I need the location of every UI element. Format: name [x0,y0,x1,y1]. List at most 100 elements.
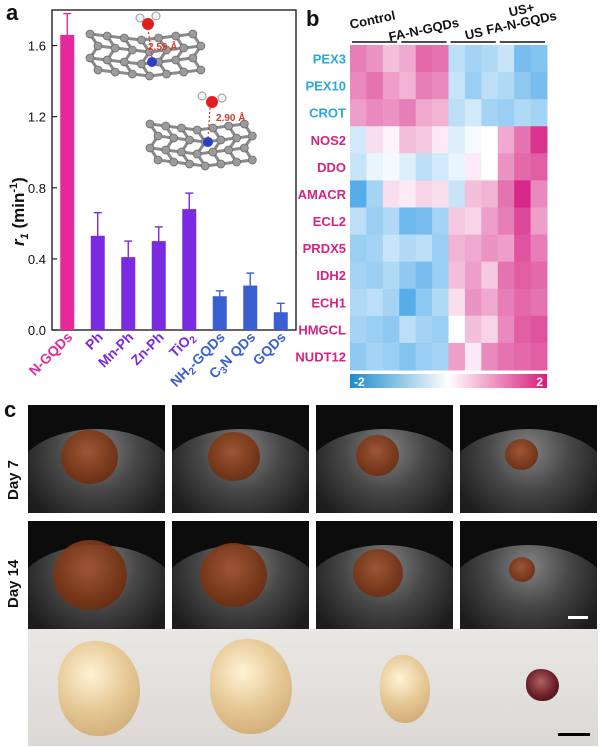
y-tick-label: 0.4 [28,252,46,267]
heatmap-cell [448,153,466,181]
heatmap-cell [366,153,384,181]
x-tick-label: Zn-Ph [128,329,167,368]
column-group-label: FA-N-GQDs [387,15,460,45]
heatmap-cell [464,153,482,181]
ultrasound-scale-bar [568,616,588,619]
heatmap-cell [448,72,466,100]
heatmap-cell [448,99,466,127]
heatmap-cell [481,126,499,154]
heatmap-cell [497,45,515,73]
heatmap-cell [366,315,384,344]
x-tick-label: Ph [82,329,106,353]
photo-scale-bar [558,733,590,736]
heatmap-cell [530,342,548,371]
heatmap-cell [350,261,367,290]
heatmap-row-label: IDH2 [316,268,346,283]
heatmap-cell [366,342,384,371]
column-group-label: US+ [507,0,536,20]
panel-label-a: a [6,0,19,25]
heatmap-cell [530,261,548,290]
heatmap-cell [366,99,384,127]
heatmap-cell [382,234,400,263]
heatmap-cell [350,99,367,127]
heatmap-cell [399,45,417,73]
ultrasound-image [28,405,165,513]
heatmap-cell [432,153,449,181]
heatmap-cell [514,234,532,263]
heatmap-cell [464,342,482,371]
heatmap-row-label: HMGCL [298,322,346,337]
heatmap-cell [415,126,433,154]
heatmap-cell [448,288,466,317]
heatmap-cell [399,261,417,290]
y-tick-label: 1.6 [28,39,46,54]
heatmap-cell [530,72,548,100]
heatmap-cell [530,99,548,127]
heatmap-cell [399,153,417,181]
heatmap-cell [464,207,482,236]
heatmap-row-label: NOS2 [311,133,346,148]
heatmap-cell [514,288,532,317]
heatmap-cell [415,153,433,181]
heatmap-cell [481,99,499,127]
y-tick-label: 0.8 [28,181,46,196]
heatmap-cell [481,234,499,263]
heatmap-cell [497,207,515,236]
heatmap-cell [399,288,417,317]
molecule-illustration-1 [85,11,206,81]
heatmap-cell [530,315,548,344]
panel-label-c: c [4,397,17,422]
heatmap-cell [415,288,433,317]
tumor-specimen-control [58,641,140,736]
heatmap-cell [399,180,417,208]
heatmap-cell [415,72,433,100]
y-tick-label: 0.0 [28,323,46,338]
heatmap-cell [382,315,400,344]
heatmap-cell [448,234,466,263]
heatmap-cell [382,72,400,100]
heatmap-cell [432,72,449,100]
heatmap-cell [350,234,367,263]
heatmap-cell [415,315,433,344]
tumor-region [356,435,399,476]
heatmap-cell [432,99,449,127]
heatmap-cell [415,99,433,127]
heatmap-cell [399,99,417,127]
heatmap-cell [350,72,367,100]
heatmap-cell [415,45,433,73]
heatmap-row-label: PEX10 [306,79,346,94]
heatmap-cell [415,342,433,371]
heatmap-cell [497,72,515,100]
heatmap-cell [350,342,367,371]
heatmap-cell [514,99,532,127]
heatmap-cell [366,207,384,236]
heatmap-row-label: PEX3 [313,52,346,67]
heatmap-cell [530,180,548,208]
heatmap-cell [497,261,515,290]
bar-n-gqds [60,34,75,331]
bar-mn-ph [121,257,136,330]
heatmap-cell [399,234,417,263]
colorbar-max-label: 2 [536,375,543,389]
heatmap-cell [350,180,367,208]
ultrasound-image [316,521,453,629]
heatmap-cell [382,153,400,181]
heatmap-cell [497,180,515,208]
colorbar [350,374,547,388]
plot-frame [51,9,297,331]
heatmap-cell [382,342,400,371]
heatmap-cell [481,153,499,181]
heatmap-cell [399,126,417,154]
ultrasound-image [28,521,165,629]
heatmap-cell [415,234,433,263]
ultrasound-image [172,521,309,629]
heatmap-row-label: AMACR [298,187,347,202]
heatmap-cell [432,207,449,236]
heatmap-row-label: CROT [309,106,346,121]
heatmap-cell [530,153,548,181]
tumor-specimen-us [380,655,430,723]
heatmap-cell [464,180,482,208]
heatmap-cell [366,288,384,317]
heatmap-cell [382,45,400,73]
heatmap-cell [350,153,367,181]
